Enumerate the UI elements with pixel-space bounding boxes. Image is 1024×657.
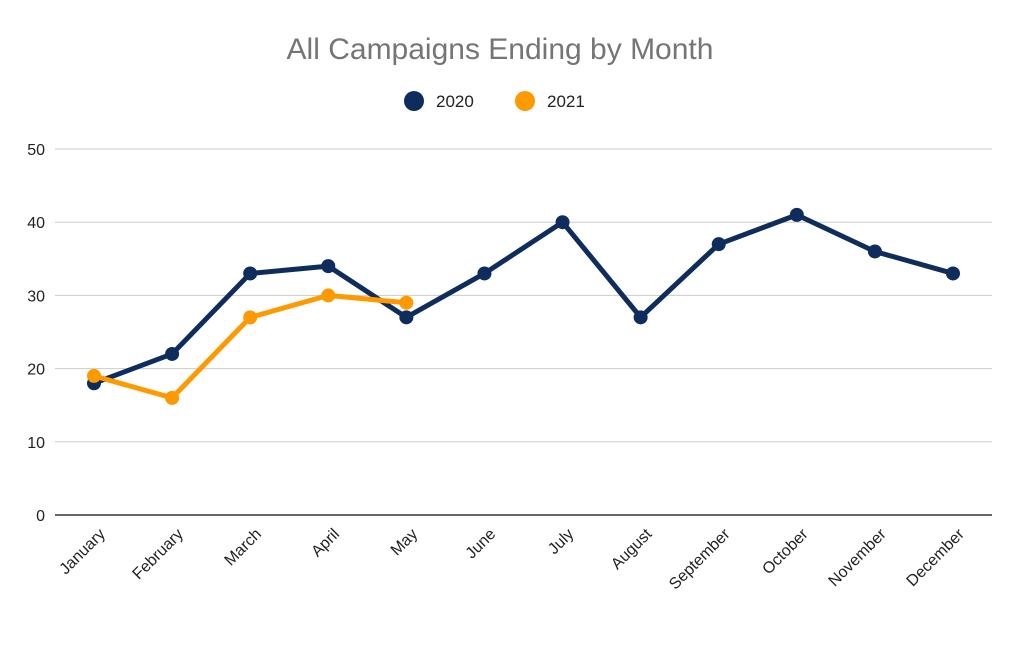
y-tick-label: 10: [27, 435, 45, 452]
data-point: [321, 288, 336, 303]
y-axis: 0 10 20 30 40 50: [27, 142, 45, 525]
x-tick-label: December: [904, 525, 969, 590]
legend-marker: [515, 91, 535, 111]
y-tick-label: 20: [27, 362, 45, 379]
data-point: [711, 237, 726, 252]
x-tick-label: August: [608, 525, 656, 573]
x-tick-label: July: [545, 526, 577, 558]
data-point: [243, 266, 258, 281]
x-tick-label: May: [388, 526, 421, 559]
data-point: [243, 310, 258, 325]
x-tick-label: October: [759, 525, 812, 578]
legend-marker: [404, 91, 424, 111]
data-point: [321, 259, 336, 274]
series-line: [93, 212, 954, 386]
data-point: [165, 346, 180, 361]
legend-label: 2021: [547, 92, 585, 111]
y-tick-label: 50: [27, 142, 45, 159]
data-point: [87, 368, 101, 383]
legend-label: 2020: [436, 92, 474, 111]
y-tick-label: 30: [27, 288, 45, 305]
x-tick-label: April: [308, 526, 343, 561]
x-tick-label: March: [222, 526, 265, 569]
chart-title: All Campaigns Ending by Month: [287, 33, 714, 66]
series-group: [87, 207, 960, 405]
series-2020: [87, 207, 960, 391]
data-point: [867, 244, 882, 259]
x-tick-label: November: [826, 525, 891, 590]
x-axis: January February March April May June July Augu…: [55, 514, 992, 593]
y-tick-label: 40: [27, 215, 45, 232]
x-tick-label: June: [463, 526, 500, 563]
data-point: [946, 266, 960, 281]
data-point: [165, 390, 180, 405]
data-point: [789, 207, 804, 222]
series-2021: [87, 288, 414, 405]
x-tick-label: January: [57, 526, 109, 578]
gridlines: [55, 148, 992, 443]
legend: 2020 2021: [404, 91, 585, 111]
data-point: [633, 310, 648, 325]
data-point: [399, 310, 414, 325]
data-point: [555, 215, 570, 230]
x-tick-label: September: [666, 525, 734, 593]
data-point: [477, 266, 492, 281]
data-point: [399, 295, 414, 310]
x-tick-label: February: [130, 526, 187, 583]
y-tick-label: 0: [36, 508, 45, 525]
